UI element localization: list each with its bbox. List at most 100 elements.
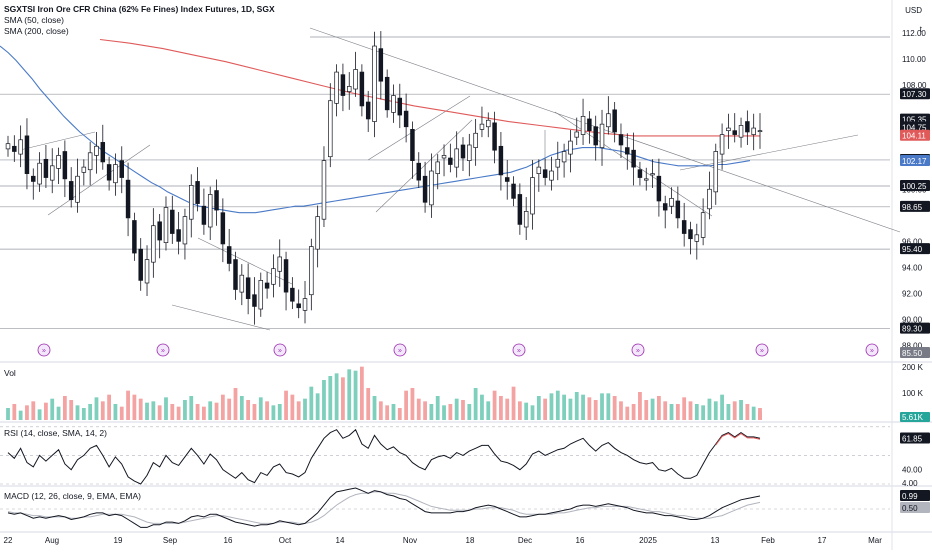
candle-body <box>606 113 611 128</box>
legend-sma200[interactable]: SMA (200, close) <box>4 26 69 36</box>
x-axis-tick: Dec <box>518 536 532 545</box>
volume-bar <box>246 400 251 420</box>
currency-code: USD <box>905 6 922 15</box>
candle-body <box>587 118 592 132</box>
candle-body <box>328 100 333 158</box>
candle-body <box>713 151 719 193</box>
legend-sma50[interactable]: SMA (50, close) <box>4 15 64 25</box>
candle-body <box>416 162 422 181</box>
volume-bar <box>663 401 668 420</box>
price-label: 100.25 <box>902 182 927 191</box>
candle-body <box>726 127 731 132</box>
candle-body <box>498 145 504 176</box>
volume-bar <box>88 404 93 420</box>
price-label: 95.40 <box>902 245 923 254</box>
candle-body <box>574 131 579 138</box>
candle-body <box>599 123 605 148</box>
event-marker-icon <box>865 343 879 357</box>
price-label-bg <box>900 347 930 358</box>
macd-line <box>7 487 761 528</box>
price-label-bg <box>900 88 930 100</box>
candle-body <box>189 184 194 220</box>
x-axis-tick: 16 <box>224 536 233 545</box>
volume-axis-tick: 100 K <box>902 389 924 398</box>
candle-body <box>637 169 643 178</box>
volume-bar <box>530 405 535 420</box>
candle-body <box>12 145 17 152</box>
volume-bar <box>720 394 724 420</box>
candle-body <box>75 175 80 203</box>
x-axis-tick: 17 <box>818 536 827 545</box>
volume-label-bg <box>900 412 930 422</box>
candle-body <box>182 216 188 245</box>
candle-body <box>94 145 99 156</box>
candle-body <box>151 225 156 263</box>
candle-body <box>542 169 548 178</box>
x-axis-tick: 22 <box>4 536 13 545</box>
volume-bar <box>581 394 585 420</box>
macd-pane-label: MACD (12, 26, close, 9, EMA, EMA) <box>4 491 141 501</box>
candle-body <box>220 212 226 245</box>
sma50-line <box>0 45 751 214</box>
volume-bar <box>492 390 497 420</box>
candle-body <box>226 246 232 264</box>
trend-line <box>367 95 471 161</box>
candle-body <box>669 198 674 207</box>
candle-body <box>523 211 529 228</box>
candle-body <box>460 144 466 159</box>
rsi-axis-tick: 40.00 <box>902 466 923 475</box>
volume-bar <box>107 394 112 420</box>
price-label-bg <box>900 121 930 133</box>
candle-body <box>239 274 245 293</box>
volume-bar <box>669 404 674 420</box>
x-axis-tick: Sep <box>163 536 178 545</box>
event-marker-glyph: » <box>278 348 282 355</box>
candle-body <box>410 129 415 161</box>
candle-body <box>568 140 573 155</box>
volume-bar <box>271 405 276 420</box>
candle-body <box>454 148 459 168</box>
candle-body <box>486 119 491 128</box>
price-label: 85.50 <box>902 349 923 358</box>
volume-bar <box>69 400 74 420</box>
candle-body <box>372 45 377 122</box>
candle-body <box>473 132 478 148</box>
price-axis-tick: 96.00 <box>902 237 923 246</box>
candle-body <box>315 216 320 250</box>
volume-bar <box>454 398 459 420</box>
candle-body <box>656 175 662 202</box>
candle-body <box>138 248 143 281</box>
price-label: 102.17 <box>902 157 927 166</box>
volume-bar <box>366 388 371 420</box>
volume-bar <box>745 404 750 420</box>
candle-body <box>580 115 586 135</box>
candle-body <box>467 144 472 161</box>
volume-bar <box>555 390 560 420</box>
x-axis-tick: Mar <box>868 536 882 545</box>
price-axis-tick: 88.00 <box>902 341 923 350</box>
volume-bar <box>113 404 118 420</box>
currency-label[interactable]: USD t <box>905 6 922 34</box>
candle-body <box>258 280 264 310</box>
candle-body <box>365 101 371 120</box>
event-marker-glyph: » <box>517 348 521 355</box>
candle-body <box>334 71 339 104</box>
candle-body <box>290 287 295 302</box>
event-marker-glyph: » <box>760 348 764 355</box>
trend-line <box>197 237 293 285</box>
volume-bar <box>543 398 548 420</box>
price-label-bg <box>900 322 930 334</box>
volume-bar <box>303 398 307 420</box>
candle-body <box>37 162 42 185</box>
volume-pane-label: Vol <box>4 368 16 378</box>
price-axis-tick: 110.00 <box>902 55 926 64</box>
volume-bar <box>758 414 762 420</box>
x-axis-tick: 13 <box>711 536 720 545</box>
volume-bar <box>18 410 23 420</box>
volume-bar <box>322 380 326 420</box>
event-marker-icon <box>37 343 51 357</box>
volume-bar <box>81 408 86 420</box>
volume-bar <box>688 401 693 420</box>
